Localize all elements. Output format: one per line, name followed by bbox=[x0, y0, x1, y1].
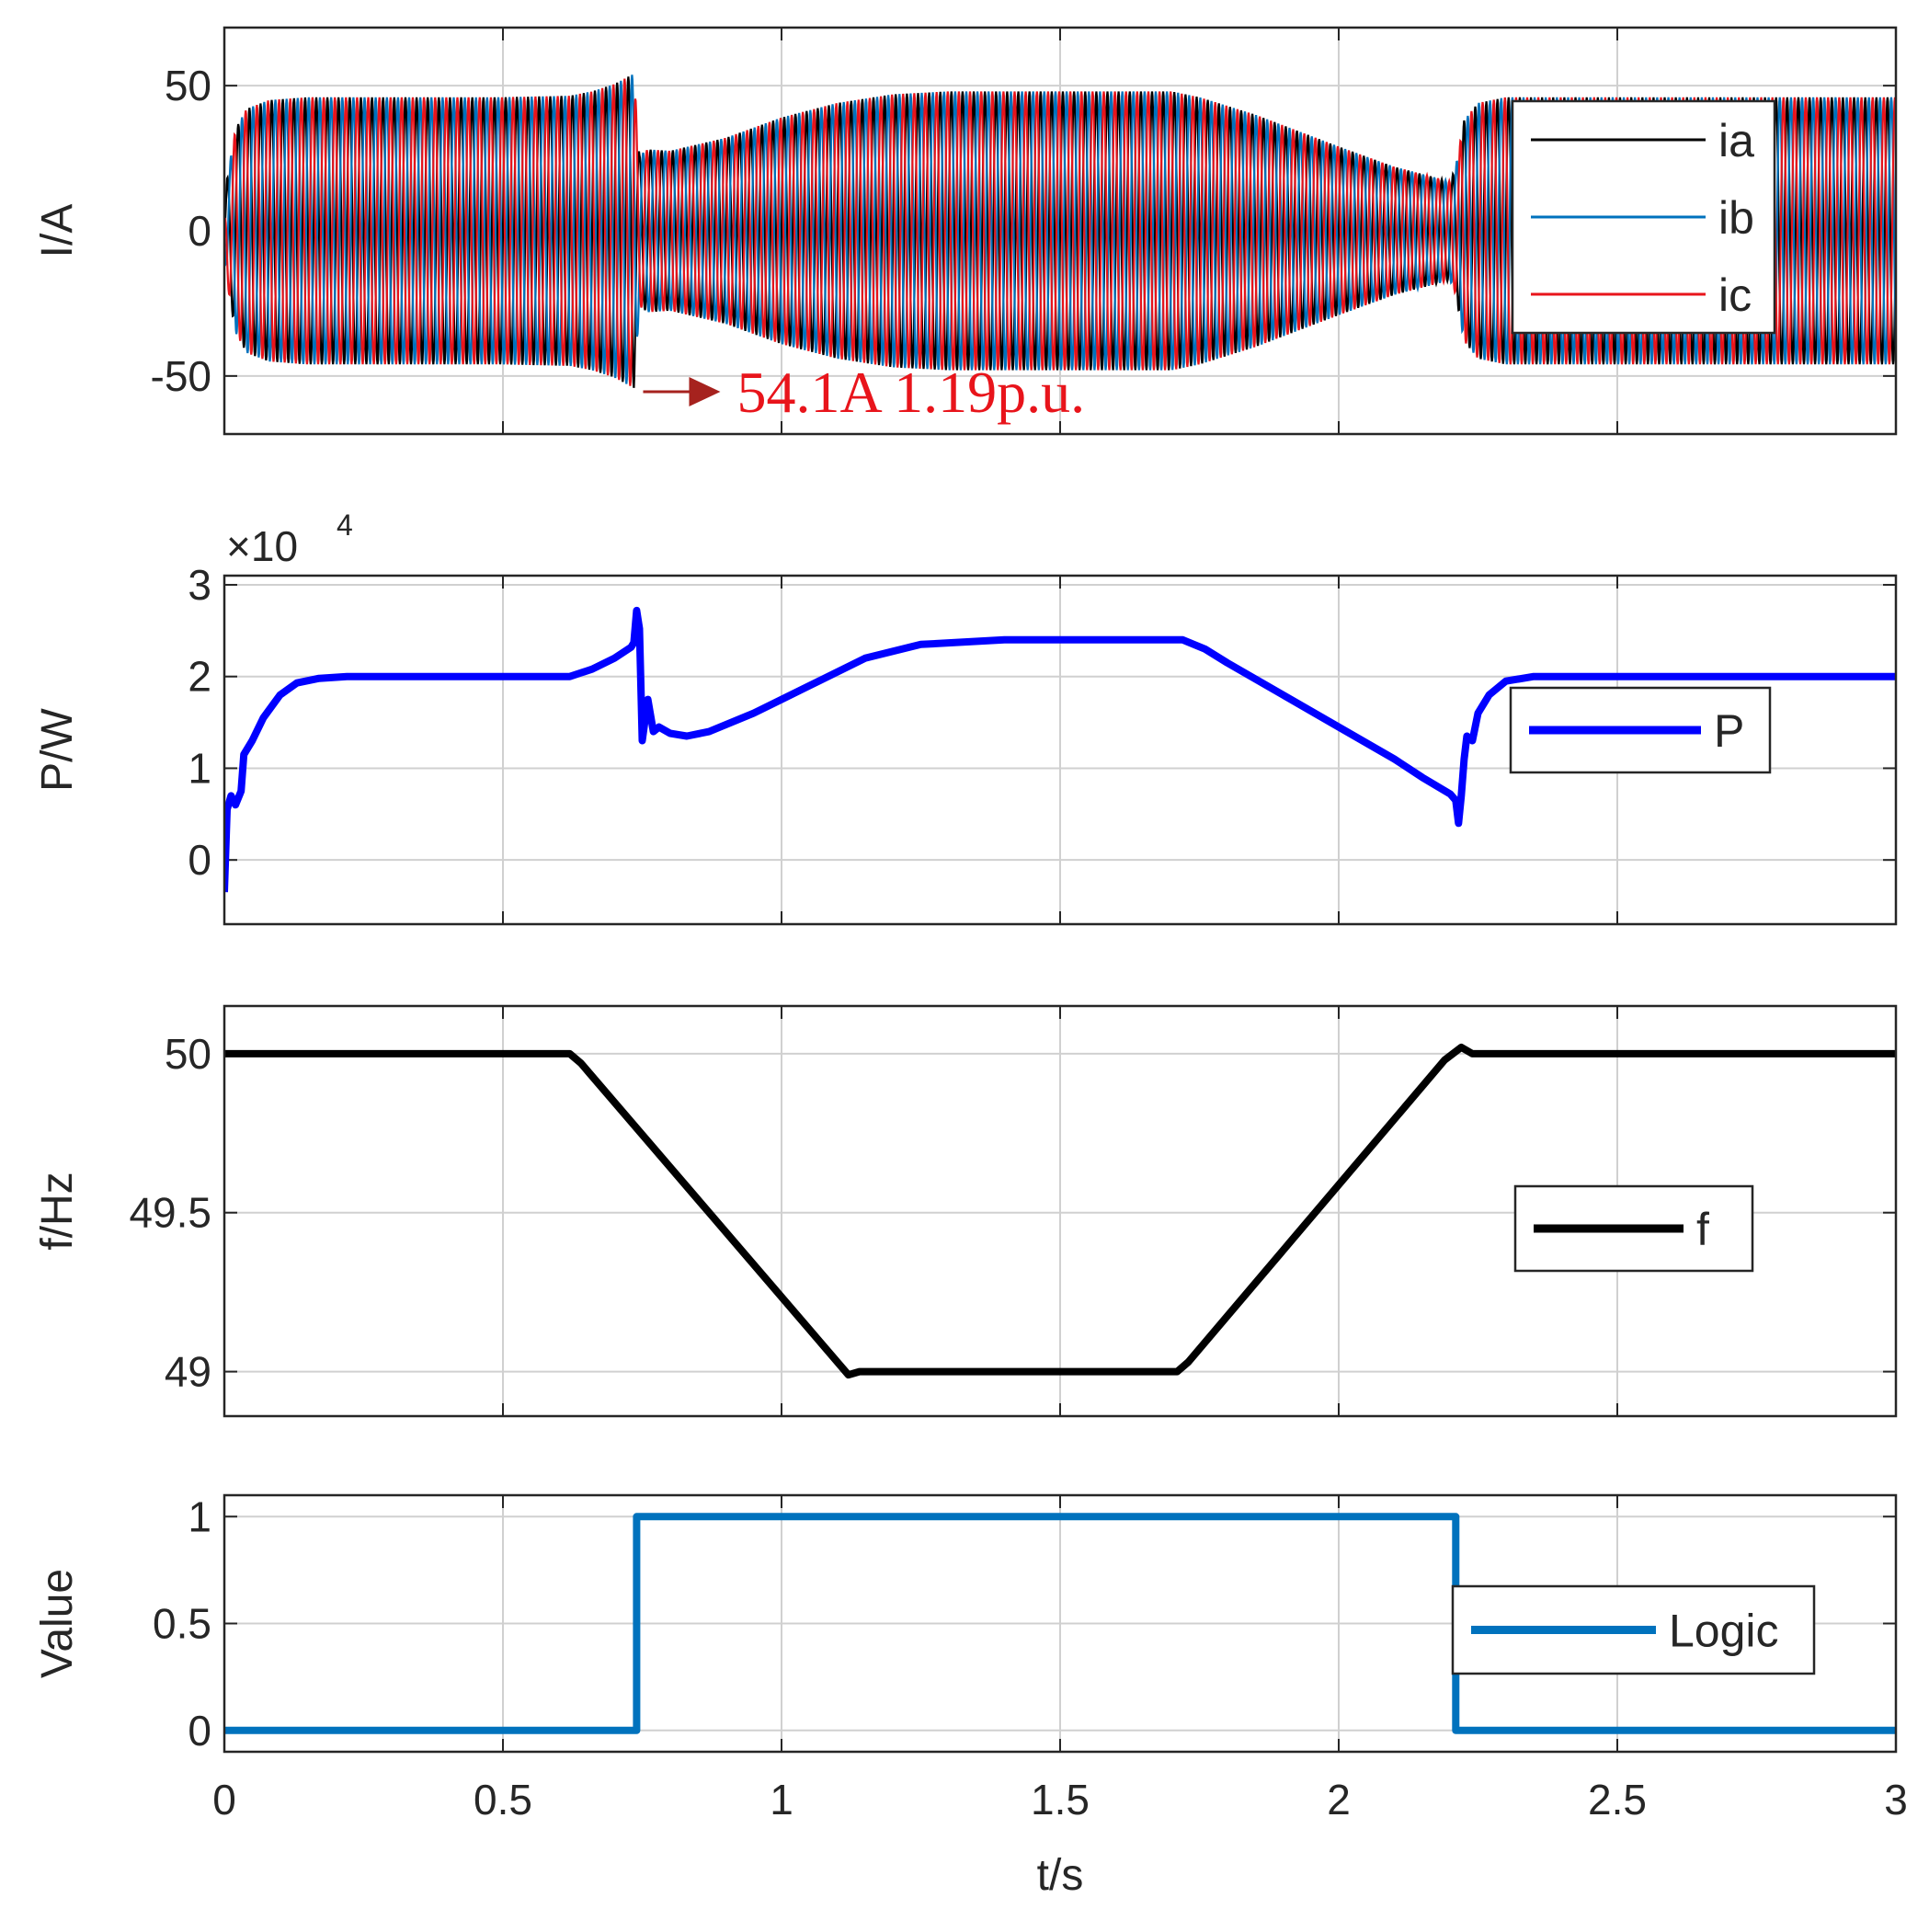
panel-2: 0 1 2 3 P/W ×10 4 P bbox=[33, 509, 1898, 926]
axes-box bbox=[223, 1493, 1898, 1754]
y-exponent-power: 4 bbox=[337, 509, 353, 542]
y-axis-label: Value bbox=[33, 1569, 82, 1678]
x-tick-label: 0 bbox=[212, 1776, 236, 1823]
axes-box bbox=[223, 1004, 1898, 1418]
series-ib-line bbox=[224, 74, 1896, 384]
x-tick-label: 1.5 bbox=[1031, 1776, 1090, 1823]
annotation-arrow-head bbox=[689, 377, 721, 406]
legend-label-f: f bbox=[1696, 1204, 1709, 1255]
series-P-line bbox=[224, 606, 1896, 893]
x-tick-label: 3 bbox=[1884, 1776, 1908, 1823]
y-tick-label: 1 bbox=[188, 744, 211, 792]
series-f-line bbox=[224, 1043, 1896, 1379]
x-tick-label: 1 bbox=[770, 1776, 793, 1823]
y-exponent-label: ×10 bbox=[226, 522, 298, 570]
y-tick-label: 49 bbox=[165, 1348, 211, 1396]
axes-box bbox=[223, 574, 1898, 926]
y-tick-label: 50 bbox=[165, 1030, 211, 1078]
y-tick-label: 3 bbox=[188, 561, 211, 609]
legend-label-ib: ib bbox=[1718, 192, 1754, 244]
x-axis-label: t/s bbox=[1037, 1851, 1084, 1900]
x-tick-label: 2.5 bbox=[1588, 1776, 1647, 1823]
y-tick-label: 0.5 bbox=[153, 1600, 211, 1648]
legend: P bbox=[1509, 686, 1772, 774]
legend: ia ib ic bbox=[1511, 99, 1776, 335]
y-tick-label: 49.5 bbox=[129, 1189, 211, 1237]
y-axis-label: P/W bbox=[33, 707, 82, 791]
legend-label-ia: ia bbox=[1718, 115, 1754, 166]
legend: Logic bbox=[1451, 1584, 1816, 1675]
panel-4: 0 0.5 1 Value Logic 0 0.5 1 1.5 2 2.5 3 t/s bbox=[33, 1492, 1908, 1900]
axes-box bbox=[223, 26, 1898, 436]
y-tick-label: 0 bbox=[188, 836, 211, 884]
y-tick-label: 0 bbox=[188, 1707, 211, 1755]
y-tick-label: 1 bbox=[188, 1492, 211, 1540]
y-tick-label: 2 bbox=[188, 653, 211, 701]
y-tick-label: 50 bbox=[165, 62, 211, 109]
legend-label-P: P bbox=[1714, 705, 1744, 757]
legend: f bbox=[1513, 1184, 1754, 1273]
panel-3: 49 49.5 50 f/Hz f bbox=[33, 1004, 1898, 1418]
y-axis-label: f/Hz bbox=[33, 1172, 82, 1250]
y-axis-label: I/A bbox=[33, 204, 82, 258]
legend-label-ic: ic bbox=[1718, 269, 1752, 321]
x-tick-label: 2 bbox=[1327, 1776, 1351, 1823]
y-tick-label: 0 bbox=[188, 207, 211, 255]
x-tick-label: 0.5 bbox=[474, 1776, 532, 1823]
panel-1: -50 0 50 I/A ia ib ic 54.1A 1.19p.u. bbox=[33, 26, 1898, 436]
annotation-label: 54.1A 1.19p.u. bbox=[736, 360, 1085, 425]
series-Logic-line bbox=[224, 1513, 1896, 1734]
y-tick-label: -50 bbox=[151, 352, 211, 400]
legend-label-Logic: Logic bbox=[1669, 1606, 1779, 1657]
